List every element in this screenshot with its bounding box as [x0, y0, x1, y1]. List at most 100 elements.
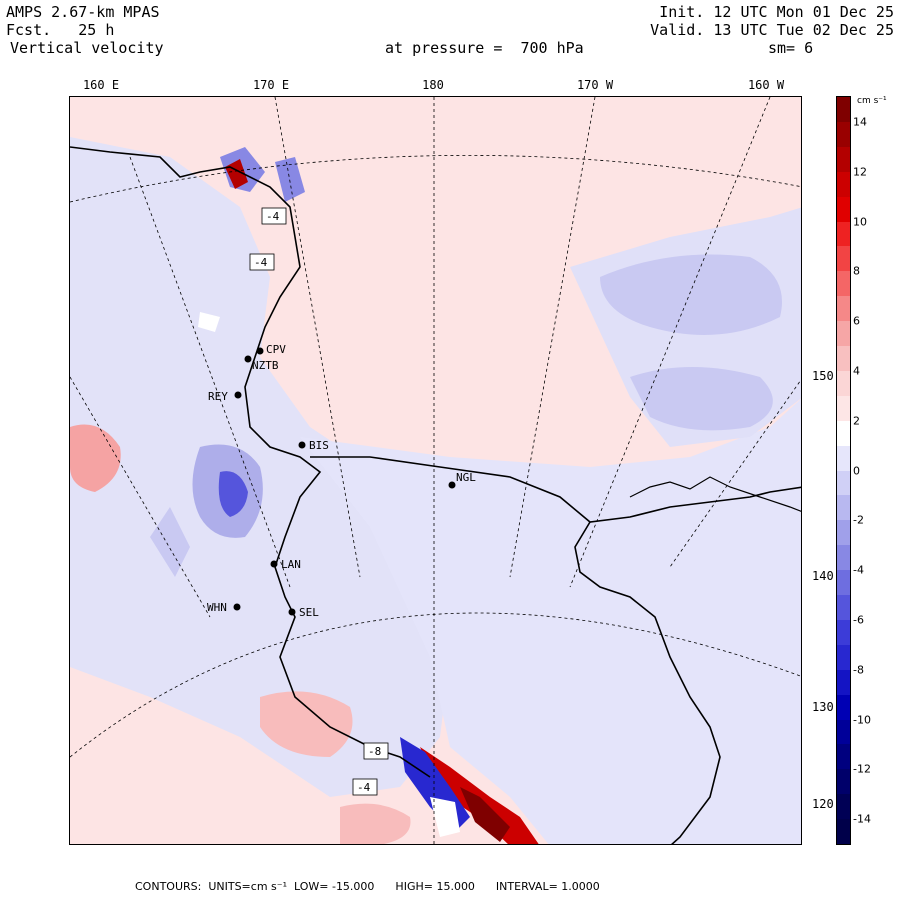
colorbar-segment [837, 769, 850, 795]
blue-field-central [300, 398, 801, 844]
contour-info: CONTOURS: UNITS=cm s⁻¹ LOW= -15.000 HIGH… [135, 880, 600, 893]
colorbar-segment [837, 97, 850, 123]
colorbar-tick: 6 [853, 314, 860, 328]
colorbar-segment [837, 146, 850, 173]
colorbar-segment [837, 171, 850, 198]
colorbar-segment [837, 346, 850, 372]
meridian-160e [129, 156, 291, 588]
station-lan-label: LAN [281, 558, 301, 571]
station-nztb-marker [244, 355, 252, 363]
colorbar-segment [837, 595, 850, 621]
colorbar-segment [837, 719, 850, 745]
contour-label-box-4 [352, 778, 378, 796]
station-bis-label: BIS [309, 439, 329, 452]
colorbar-segment [837, 520, 850, 546]
colorbar-segment [837, 495, 850, 521]
colorbar-segment [837, 121, 850, 148]
colorbar-tick: 10 [853, 215, 867, 228]
map-panel: CPV NZTB REY BIS NGL LAN WHN SEL -4 -4 -… [69, 96, 802, 845]
colorbar-tick: 4 [853, 364, 860, 378]
contour-label-3: -8 [368, 745, 381, 758]
graticule-lat-1 [70, 155, 801, 203]
colorbar-segment [837, 370, 850, 397]
colorbar-segment [837, 321, 850, 347]
coastline-west [70, 146, 431, 778]
colorbar-segment [837, 420, 850, 447]
station-ngl-marker [448, 481, 456, 489]
map-svg: CPV NZTB REY BIS NGL LAN WHN SEL -4 -4 -… [70, 97, 801, 844]
colorbar-segment [837, 470, 850, 496]
colorbar-tick: 0 [853, 464, 860, 477]
lon-label-180: 180 [422, 78, 444, 92]
colorbar-tick: 14 [853, 115, 867, 129]
contour-label-box-2 [249, 253, 275, 271]
init-time: Init. 12 UTC Mon 01 Dec 25 [659, 3, 894, 21]
station-ngl-label: NGL [456, 471, 476, 484]
footer-interval: INTERVAL= 1.0000 [495, 880, 600, 893]
station-bis-marker [298, 441, 306, 449]
colorbar-tick: 2 [853, 414, 860, 428]
colorbar-segment [837, 669, 850, 696]
red-patch-west [70, 424, 121, 492]
contour-label-4: -4 [357, 781, 371, 794]
blue-patch-mid [630, 367, 773, 431]
contour-label-1: -4 [266, 210, 280, 223]
forecast-hours: 25 h [78, 21, 115, 39]
colorbar-tick: 8 [853, 264, 860, 278]
colorbar-segment [837, 221, 850, 247]
pressure-value: 700 hPa [520, 39, 584, 57]
colorbar-unit: cm s⁻¹ [857, 96, 887, 106]
blue-core-west [218, 471, 248, 517]
lon-label-160w: 160 W [747, 78, 785, 92]
blue-patch-northeast [150, 507, 190, 577]
colorbar-segment [837, 395, 850, 422]
meridian-160w [569, 97, 771, 588]
mountain-signal-north2 [275, 157, 305, 202]
ice-shelf-edge [310, 456, 801, 523]
white-patch-south [430, 797, 460, 837]
footer-units: UNITS=cm s⁻¹ [208, 880, 287, 893]
colorbar-segment [837, 570, 850, 596]
pressure-prefix: at pressure = [385, 39, 503, 57]
blue-patch-east [600, 254, 782, 335]
station-lan-marker [270, 560, 278, 568]
colorbar-segment [837, 296, 850, 322]
colorbar-tick: -14 [853, 812, 871, 826]
model-title: AMPS 2.67-km MPAS [6, 3, 160, 21]
contour-label-box-3 [363, 742, 389, 760]
colorbar-tick: -4 [853, 563, 864, 577]
white-patch-northwest [198, 312, 220, 332]
pressure-level: at pressure = 700 hPa [385, 40, 584, 57]
contour-labels: -4 -4 -8 -4 [249, 207, 389, 796]
station-whn-marker [233, 603, 241, 611]
red-patch-south [260, 691, 353, 757]
smoothing: sm= 6 [768, 39, 814, 57]
station-nztb-label: NZTB [252, 359, 279, 372]
colorbar-segment [837, 246, 850, 272]
graticule-lat-2 [70, 612, 801, 758]
colorbar-tick: -2 [853, 513, 864, 527]
red-patch-south2 [340, 803, 411, 844]
colorbar-tick: -10 [853, 713, 871, 726]
colorbar-segment [837, 644, 850, 671]
station-sel-marker [288, 608, 296, 616]
colorbar-tick: -8 [853, 663, 864, 677]
footer-high: HIGH= 15.000 [395, 880, 475, 893]
forecast-label: Fcst. 25 h [6, 22, 114, 39]
station-sel-label: SEL [299, 606, 319, 619]
contour-label-2: -4 [254, 256, 268, 269]
station-whn-label: WHN [207, 601, 227, 614]
colorbar-segment [837, 744, 850, 770]
station-markers: CPV NZTB REY BIS NGL LAN WHN SEL [207, 343, 476, 619]
colorbar-segment [837, 619, 850, 646]
lon-label-160e: 160 E [82, 78, 120, 92]
colorbar-tick: -6 [853, 613, 864, 627]
colorbar-tick: 12 [853, 165, 867, 179]
valid-time: Valid. 13 UTC Tue 02 Dec 25 [650, 21, 894, 39]
lon-label-170w: 170 W [576, 78, 614, 92]
field-name: Vertical velocity [10, 39, 164, 57]
colorbar-segment [837, 445, 850, 471]
footer-contours: CONTOURS: [135, 880, 202, 893]
station-cpv-label: CPV [266, 343, 286, 356]
mountain-signal-south-dark [460, 787, 510, 842]
